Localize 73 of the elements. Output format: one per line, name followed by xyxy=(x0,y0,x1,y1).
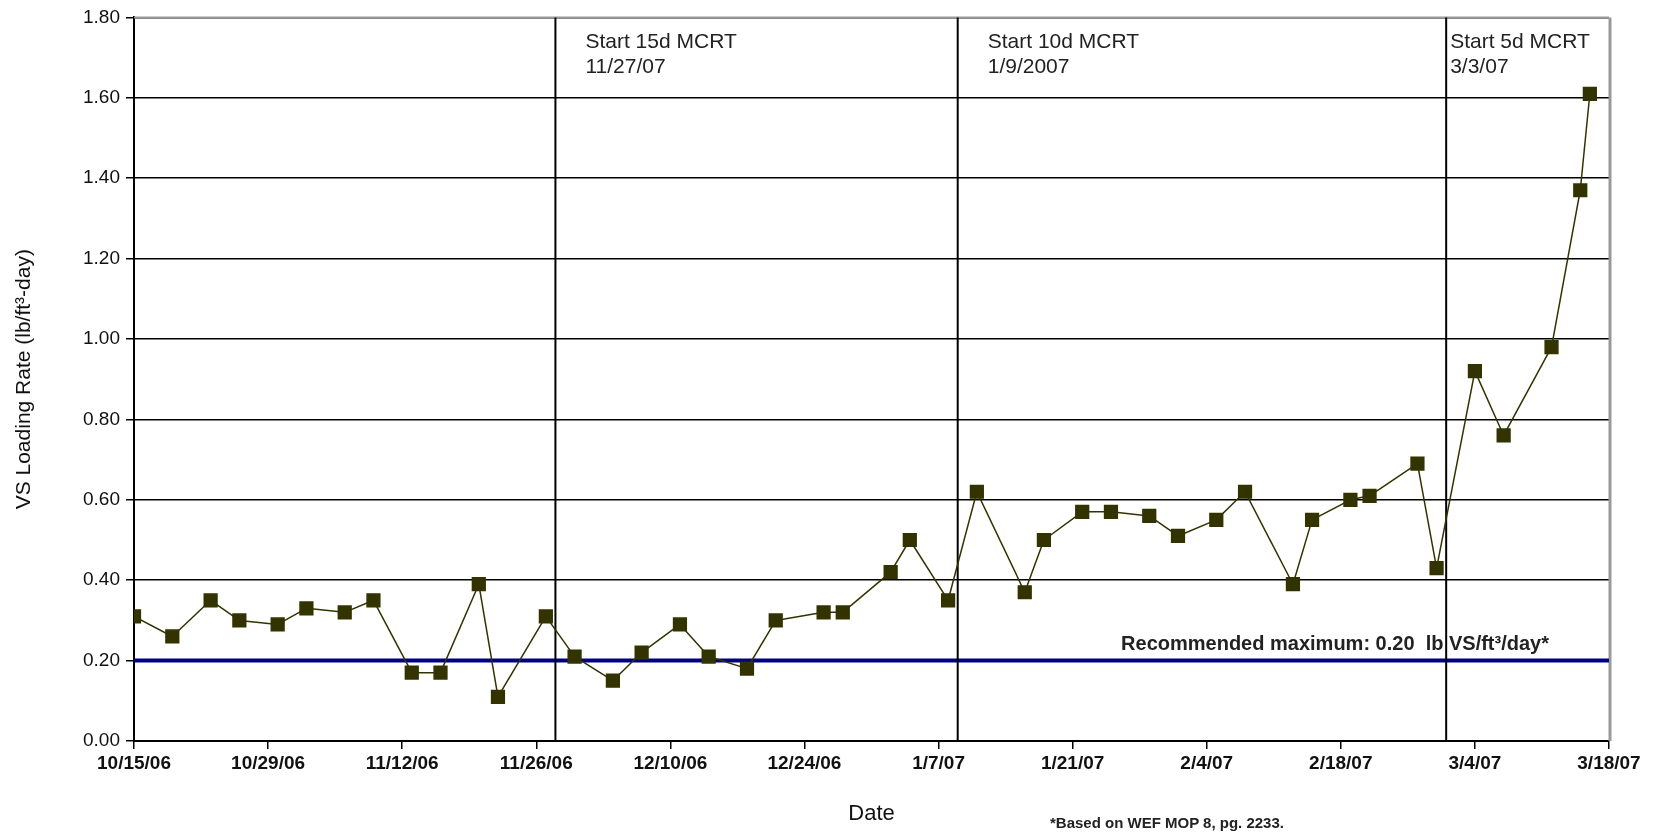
point xyxy=(1285,577,1301,592)
point xyxy=(902,532,917,548)
point xyxy=(567,649,582,664)
ref-line-label: Start 15d MCRT 11/27/07 xyxy=(585,28,737,77)
x-tick-label: 12/10/06 xyxy=(633,751,708,773)
point xyxy=(1237,484,1253,499)
point xyxy=(1343,492,1358,507)
point xyxy=(1036,532,1052,548)
point xyxy=(768,613,783,628)
y-tick-label: 0.20 xyxy=(83,648,120,670)
point xyxy=(1410,456,1425,471)
y-tick-label: 1.80 xyxy=(83,5,120,27)
x-tick-label: 2/4/07 xyxy=(1180,751,1234,773)
point xyxy=(270,617,285,632)
point xyxy=(605,673,621,688)
x-tick-label: 3/4/07 xyxy=(1448,751,1502,773)
point xyxy=(1170,528,1186,544)
point xyxy=(969,484,984,499)
x-tick-label: 1/21/07 xyxy=(1040,751,1105,773)
y-tick-label: 1.20 xyxy=(83,246,120,268)
y-tick-label: 0.60 xyxy=(83,488,120,510)
point xyxy=(816,605,831,620)
y-tick-label: 0.80 xyxy=(83,407,120,429)
x-tick-label: 10/15/06 xyxy=(97,751,171,773)
point xyxy=(471,577,486,592)
x-tick-label: 3/18/07 xyxy=(1577,751,1641,773)
point xyxy=(366,593,381,608)
point xyxy=(1142,508,1157,523)
ref-line-label: Start 10d MCRT 1/9/2007 xyxy=(987,28,1140,77)
point xyxy=(1429,561,1444,576)
x-tick-label: 10/29/06 xyxy=(231,751,306,773)
point xyxy=(165,629,180,644)
x-tick-label: 11/26/06 xyxy=(499,751,573,773)
text: *Based on WEF MOP 8, pg. 2233. xyxy=(1050,813,1284,831)
point xyxy=(433,665,448,680)
point xyxy=(1582,86,1597,101)
point xyxy=(404,665,419,680)
ref-line-label: Start 5d MCRT 3/3/07 xyxy=(1450,28,1590,77)
point xyxy=(634,645,649,660)
x-axis-title: Date xyxy=(848,799,895,825)
point xyxy=(1304,512,1320,528)
point xyxy=(739,661,755,676)
point xyxy=(1467,364,1483,379)
point xyxy=(672,617,688,632)
point xyxy=(1573,183,1588,198)
y-tick-label: 0.40 xyxy=(83,568,120,590)
point xyxy=(299,601,314,616)
point xyxy=(1017,585,1032,600)
point xyxy=(1209,512,1224,528)
point xyxy=(883,565,898,580)
point xyxy=(941,593,956,608)
point xyxy=(701,649,716,664)
x-tick-label: 12/24/06 xyxy=(767,751,842,773)
x-tick-label: 2/18/07 xyxy=(1309,751,1373,773)
point xyxy=(203,593,218,608)
y-tick-label: 0.00 xyxy=(83,729,120,751)
point xyxy=(1496,428,1511,443)
point xyxy=(1362,488,1377,503)
point xyxy=(337,605,352,620)
x-tick-label: 11/12/06 xyxy=(365,751,439,773)
point xyxy=(538,609,553,624)
point xyxy=(1075,504,1090,519)
y-tick-label: 1.00 xyxy=(83,327,120,349)
x-tick-label: 1/7/07 xyxy=(912,751,965,773)
point xyxy=(232,613,247,628)
y-tick-label: 1.40 xyxy=(83,166,120,188)
point xyxy=(490,689,506,704)
point xyxy=(1103,504,1119,519)
point xyxy=(835,605,850,620)
y-tick-label: 1.60 xyxy=(83,86,120,108)
y-axis-title: VS Loading Rate (lb/ft³-day) xyxy=(11,249,35,510)
point xyxy=(1544,339,1559,355)
ref-line-label: Recommended maximum: 0.20 lb VS/ft³/day* xyxy=(1121,632,1550,655)
